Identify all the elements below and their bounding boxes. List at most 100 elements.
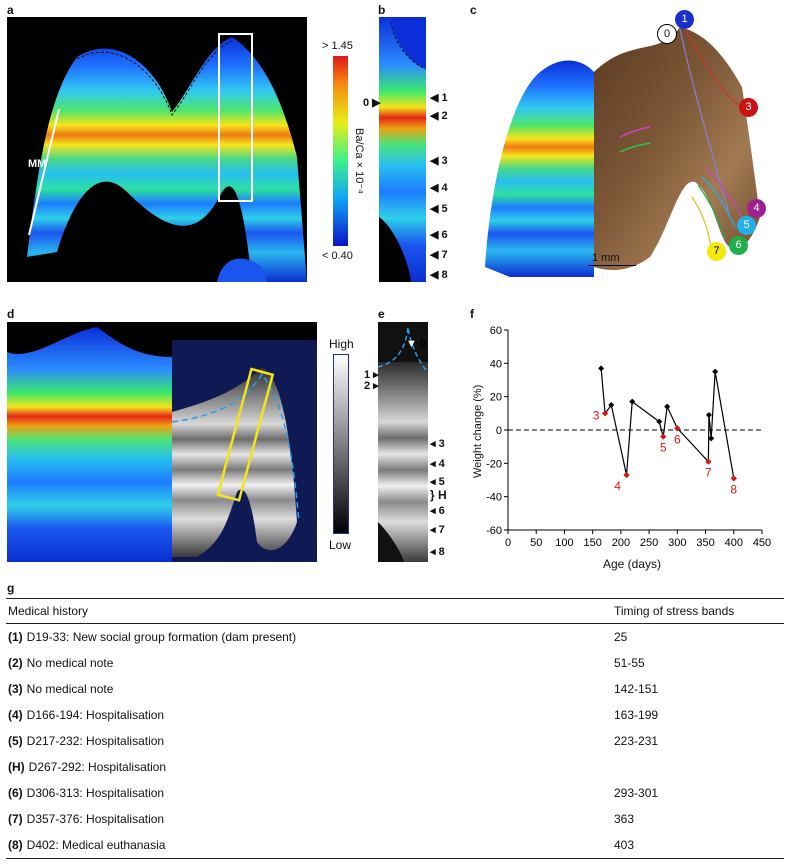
c-marker-6-label: 6 [735, 239, 742, 251]
x-tick-label: 450 [753, 537, 771, 549]
b-arrow-4: ◀ 4 [430, 182, 448, 194]
row-medical-history: (8) D402: Medical euthanasia [6, 838, 614, 852]
e-arrow-4-label: 4 [438, 458, 445, 470]
e-arrow-8: ◂ 8 [430, 546, 445, 558]
panel-b-heatmap [379, 17, 427, 282]
e-bracket-h: } H [430, 488, 447, 502]
c-marker-4-label: 4 [753, 202, 760, 214]
row-timing: 223-231 [614, 734, 659, 748]
e-arrow-2-label: 2 [364, 380, 371, 392]
ba-colorbar [333, 56, 348, 246]
highlight-label: 7 [705, 466, 712, 480]
row-text: D306-313: Hospitalisation [26, 786, 165, 800]
c-marker-3: 3 [739, 98, 758, 117]
highlight-label: 5 [660, 441, 667, 455]
b-arrow-7: ◀ 7 [430, 249, 448, 261]
table-row: (5) D217-232: Hospitalisation 223-231 [6, 728, 784, 754]
x-tick-label: 100 [555, 537, 573, 549]
c-marker-1: 1 [675, 10, 694, 29]
data-point [705, 412, 712, 418]
row-tag: (6) [8, 786, 23, 800]
row-tag: (7) [8, 812, 23, 826]
b-arrow-1: ◀ 1 [430, 92, 448, 104]
row-timing: 163-199 [614, 708, 659, 722]
e-arrow-6-label: 6 [438, 505, 445, 517]
x-tick-label: 150 [583, 537, 601, 549]
medical-history-table: Medical history Timing of stress bands (… [6, 598, 784, 859]
e-arrow-0: ▼ 0 [406, 338, 427, 350]
row-timing: 142-151 [614, 682, 659, 696]
e-arrow-5: ◂ 5 [430, 476, 445, 488]
row-medical-history: (5) D217-232: Hospitalisation [6, 734, 614, 748]
row-tag: (3) [8, 682, 23, 696]
c-marker-3-label: 3 [745, 101, 752, 113]
b-arrow-2: ◀ 2 [430, 110, 448, 122]
row-timing: 293-301 [614, 786, 659, 800]
row-tag: (H) [8, 760, 25, 774]
c-marker-5-label: 5 [743, 219, 750, 231]
table-row: (1) D19-33: New social group formation (d… [6, 624, 784, 650]
table-header: Medical history Timing of stress bands [6, 599, 784, 624]
data-point [708, 435, 715, 442]
c-marker-0-label: 0 [663, 28, 671, 40]
b-arrow-3-label: 3 [441, 155, 448, 167]
c-marker-7: 7 [707, 242, 726, 261]
panel-c-letter: c [470, 3, 477, 17]
table-row: (8) D402: Medical euthanasia 403 [6, 832, 784, 858]
table-row: (3) No medical note 142-151 [6, 676, 784, 702]
table-row: (2) No medical note 51-55 [6, 650, 784, 676]
c-marker-0: 0 [657, 24, 677, 44]
mm-label: MM [28, 158, 47, 170]
b-arrow-0: 0 ▶ [363, 97, 381, 109]
row-text: D166-194: Hospitalisation [26, 708, 165, 722]
row-timing: 51-55 [614, 656, 645, 670]
table-body: (1) D19-33: New social group formation (d… [6, 624, 784, 858]
highlight-point [730, 475, 737, 482]
e-arrow-4: ◂ 4 [430, 458, 445, 470]
row-tag: (8) [8, 838, 23, 852]
highlight-point [660, 433, 667, 440]
row-timing: 403 [614, 838, 635, 852]
row-medical-history: (3) No medical note [6, 682, 614, 696]
highlight-label: 8 [730, 482, 737, 496]
gray-colorbar-top: High [329, 337, 354, 351]
x-tick-label: 50 [530, 537, 542, 549]
e-arrow-2: 2 ▸ [364, 380, 379, 392]
e-arrow-1: 1 ▸ [364, 369, 379, 381]
row-text: D267-292: Hospitalisation [28, 760, 167, 774]
table-row: (4) D166-194: Hospitalisation 163-199 [6, 702, 784, 728]
highlight-label: 3 [593, 408, 600, 422]
y-tick-label: 0 [496, 425, 502, 437]
scale-bar [588, 265, 636, 266]
b-arrow-5-label: 5 [441, 203, 448, 215]
table-top-rule [6, 598, 784, 599]
e-arrow-1-label: 1 [364, 369, 371, 381]
data-point [656, 418, 663, 425]
e-arrow-7: ◂ 7 [430, 524, 445, 536]
b-arrow-1-label: 1 [441, 92, 448, 104]
row-text: D402: Medical euthanasia [26, 838, 166, 852]
table-row: (H) D267-292: Hospitalisation [6, 754, 784, 780]
panel-b-letter: b [378, 3, 386, 17]
gray-colorbar [333, 354, 349, 534]
data-point [664, 403, 671, 410]
data-point [712, 368, 719, 375]
x-tick-label: 200 [612, 537, 630, 549]
row-text: D357-376: Hospitalisation [26, 812, 165, 826]
c-marker-6: 6 [729, 236, 748, 255]
x-tick-label: 250 [640, 537, 658, 549]
e-arrow-0-label: 0 [419, 338, 427, 350]
highlight-point [623, 472, 630, 478]
panel-a-letter: a [7, 3, 14, 17]
x-tick-label: 350 [696, 537, 714, 549]
data-point [608, 402, 615, 408]
c-marker-5: 5 [737, 216, 756, 235]
colorbar-top-label: > 1.45 [322, 40, 353, 52]
y-tick-label: 60 [490, 325, 502, 337]
panel-e-letter: e [378, 307, 385, 321]
data-point [629, 398, 636, 405]
highlight-label: 4 [614, 479, 621, 493]
e-arrow-h-label: H [438, 488, 447, 502]
x-tick-label: 300 [668, 537, 686, 549]
